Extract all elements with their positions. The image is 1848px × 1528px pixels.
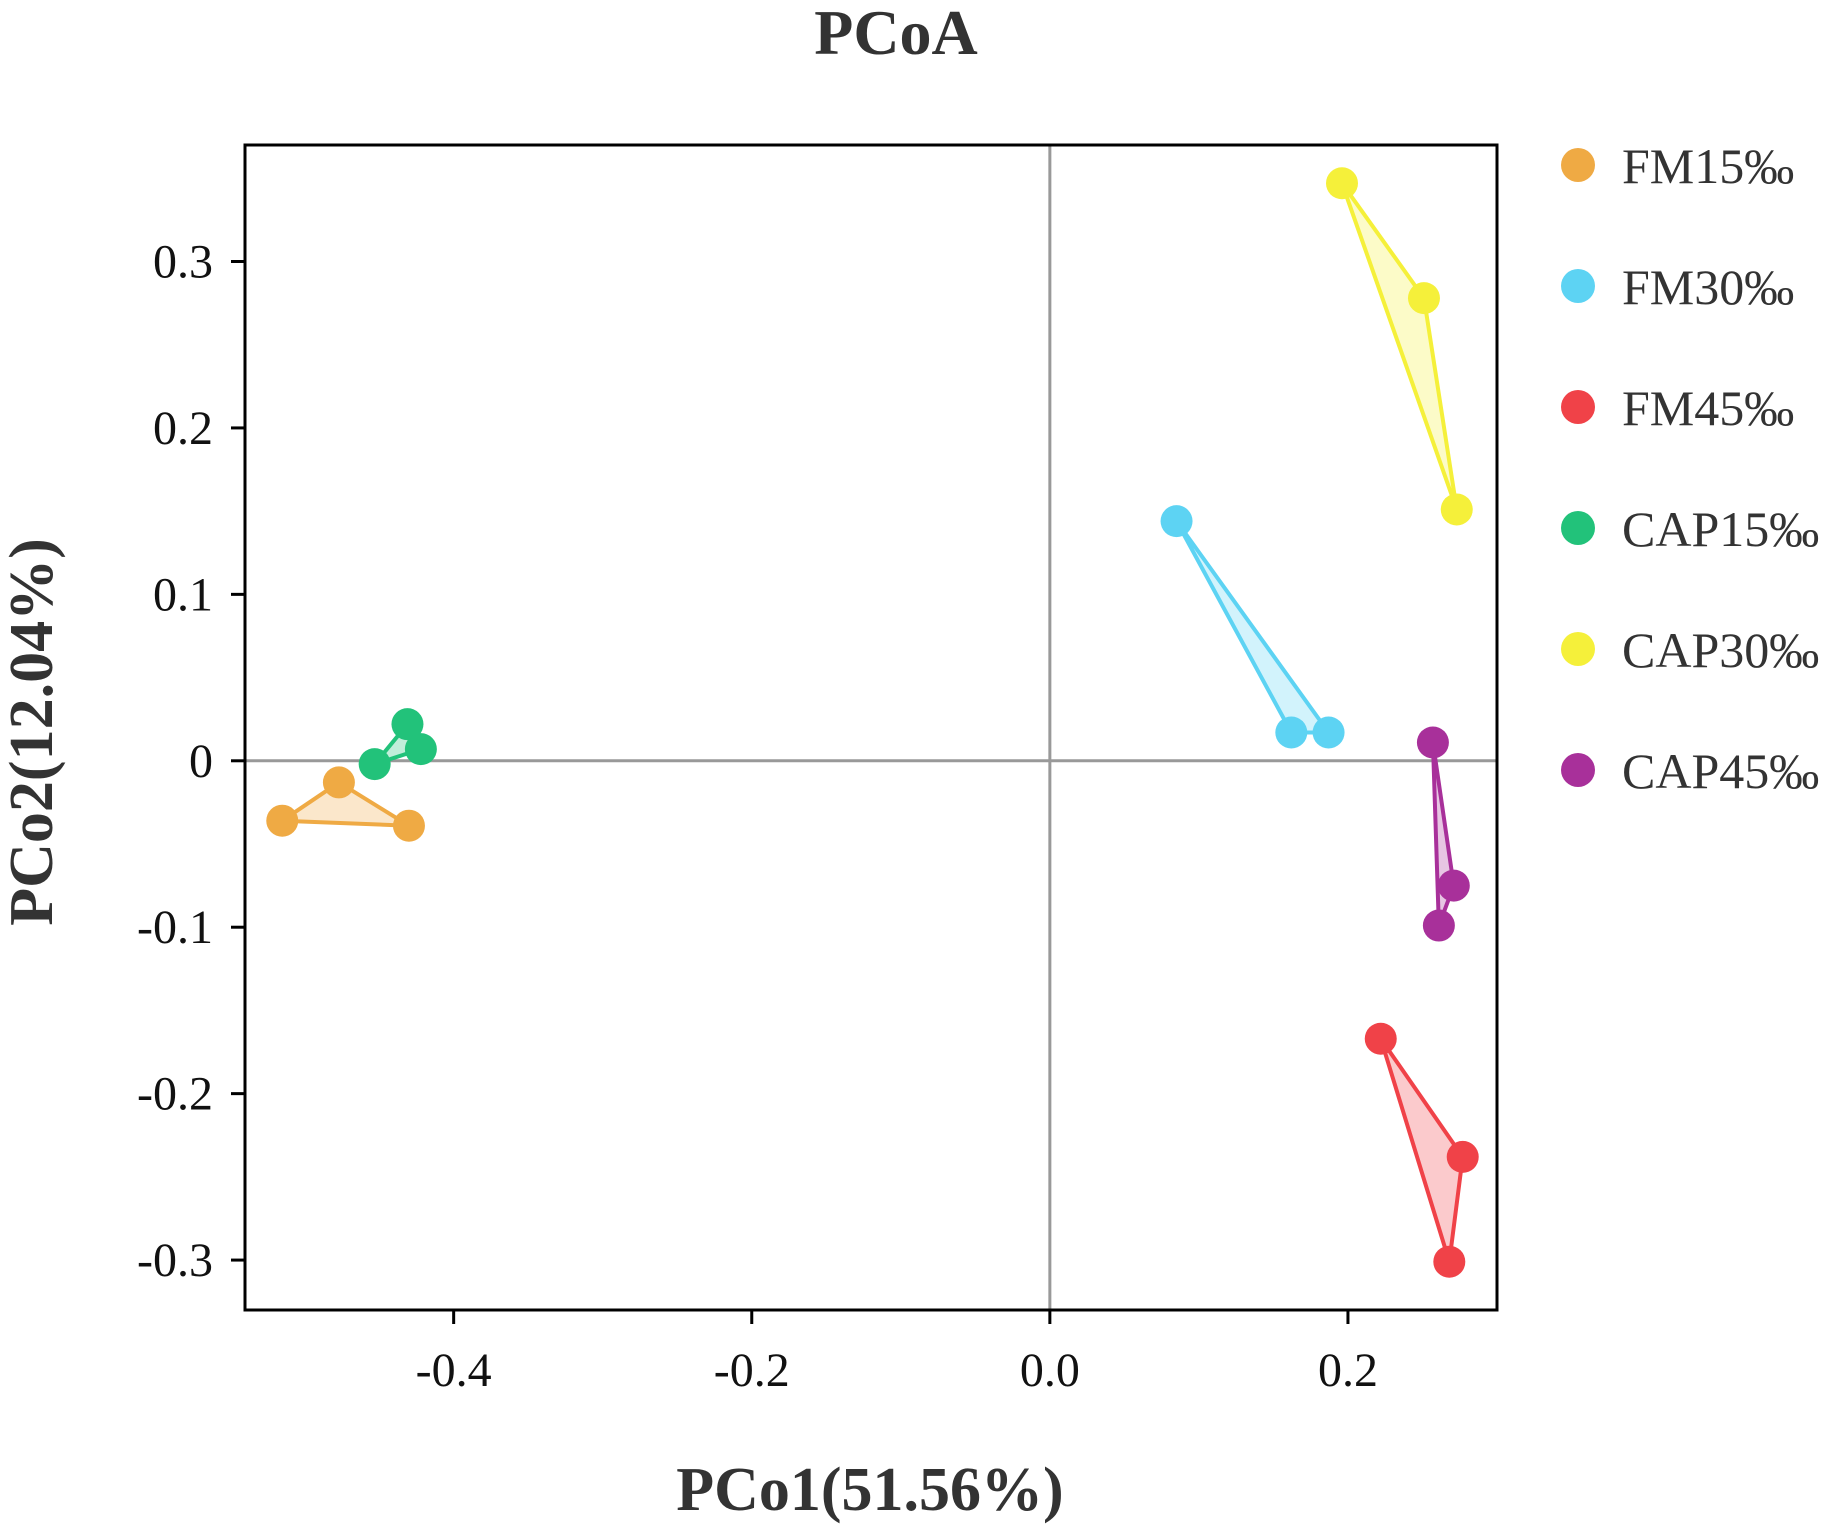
group-hulls: [280, 181, 1465, 1264]
point-CAP30‰: [1407, 282, 1440, 315]
x-tick-label: 0.0: [1020, 1344, 1080, 1397]
legend-marker: [1561, 390, 1595, 424]
point-CAP30‰: [1325, 167, 1358, 200]
point-FM15‰: [322, 766, 355, 799]
chart-title: PCoA: [814, 0, 978, 68]
legend-marker: [1561, 148, 1595, 182]
y-tick-label: 0: [189, 735, 213, 788]
point-FM15‰: [392, 809, 425, 842]
point-FM15‰: [266, 804, 299, 837]
legend-label: CAP15‰: [1622, 501, 1819, 557]
legend-label: FM45‰: [1622, 380, 1794, 436]
point-FM45‰: [1364, 1022, 1397, 1055]
point-CAP15‰: [404, 733, 437, 766]
point-CAP15‰: [358, 748, 391, 781]
y-axis-label: PCo2(12.04%): [0, 538, 66, 925]
point-FM30‰: [1160, 505, 1193, 538]
y-tick-label: 0.2: [153, 402, 213, 455]
legend-label: CAP45‰: [1622, 743, 1819, 799]
point-FM30‰: [1312, 716, 1345, 749]
hull-FM15‰: [280, 780, 411, 828]
x-axis-label: PCo1(51.56%): [676, 1456, 1063, 1524]
point-CAP45‰: [1422, 909, 1455, 942]
x-tick-label: 0.2: [1318, 1344, 1378, 1397]
legend-label: FM30‰: [1622, 259, 1794, 315]
data-points: [266, 167, 1479, 1278]
hull-CAP30‰: [1339, 181, 1459, 512]
legend-label: FM15‰: [1622, 138, 1794, 194]
point-CAP45‰: [1416, 726, 1449, 759]
legend-marker: [1561, 511, 1595, 545]
y-tick-label: -0.2: [137, 1068, 213, 1121]
point-CAP15‰: [391, 708, 424, 741]
x-axis-ticks: -0.4 -0.2 0.0 0.2: [416, 1310, 1378, 1397]
legend-marker: [1561, 753, 1595, 787]
point-FM45‰: [1446, 1140, 1479, 1173]
y-axis-ticks: -0.3 -0.2 -0.1 0 0.1 0.2 0.3: [137, 236, 245, 1287]
y-tick-label: -0.1: [137, 901, 213, 954]
legend-marker: [1561, 632, 1595, 666]
x-tick-label: -0.2: [714, 1344, 790, 1397]
legend-marker: [1561, 269, 1595, 303]
y-tick-label: -0.3: [137, 1234, 213, 1287]
legend: FM15‰ FM30‰ FM45‰ CAP15‰ CAP30‰ CAP45‰: [1561, 138, 1819, 799]
y-tick-label: 0.3: [153, 236, 213, 289]
point-CAP30‰: [1440, 493, 1473, 526]
plot-frame: [243, 143, 1499, 1312]
point-FM30‰: [1275, 716, 1308, 749]
point-FM45‰: [1433, 1245, 1466, 1278]
legend-label: CAP30‰: [1622, 622, 1819, 678]
x-tick-label: -0.4: [416, 1344, 492, 1397]
point-CAP45‰: [1437, 869, 1470, 902]
hull-FM30‰: [1174, 519, 1331, 735]
reference-lines: [245, 145, 1497, 1310]
hull-FM45‰: [1378, 1036, 1465, 1264]
y-tick-label: 0.1: [153, 568, 213, 621]
